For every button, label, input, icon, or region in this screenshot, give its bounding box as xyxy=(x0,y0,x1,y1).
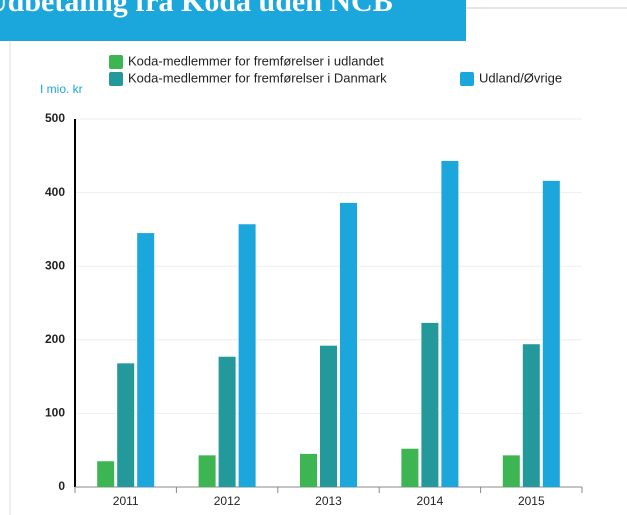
legend-label: Udland/Øvrige xyxy=(479,70,562,85)
bar xyxy=(238,224,256,488)
title-banner xyxy=(0,0,466,41)
bar xyxy=(441,160,459,487)
legend-label: Koda-medlemmer for fremførelser i Danmar… xyxy=(128,70,387,85)
bar xyxy=(218,356,236,487)
bar xyxy=(117,363,135,487)
bar xyxy=(340,202,357,488)
y-tick-label: 300 xyxy=(45,258,65,272)
legend-swatch xyxy=(109,55,123,69)
legend-swatch xyxy=(460,72,474,86)
y-tick-label: 200 xyxy=(45,332,65,346)
bar xyxy=(300,453,317,487)
x-tick-label: 2011 xyxy=(113,494,139,508)
legend-label: Koda-medlemmer for fremførelser i udland… xyxy=(128,53,384,68)
y-tick-label: 400 xyxy=(45,185,65,199)
bar xyxy=(198,455,216,487)
x-tick-label: 2015 xyxy=(518,494,545,508)
bar xyxy=(542,180,560,487)
y-tick-label: 500 xyxy=(45,111,65,125)
bar xyxy=(137,233,155,487)
x-tick-label: 2014 xyxy=(417,494,444,508)
chart-title: Udbetaling fra Koda uden NCB xyxy=(0,0,393,18)
legend-swatch xyxy=(109,72,123,86)
bar xyxy=(320,345,337,487)
bar xyxy=(522,344,540,487)
bar xyxy=(421,322,439,487)
x-tick-label: 2013 xyxy=(315,494,342,508)
y-tick-label: 100 xyxy=(45,406,65,420)
y-unit: I mio. kr xyxy=(40,82,83,96)
bar xyxy=(97,461,115,487)
bar xyxy=(502,455,520,487)
x-tick-label: 2012 xyxy=(214,494,241,508)
y-tick-label: 0 xyxy=(58,479,65,493)
bar xyxy=(401,448,419,487)
